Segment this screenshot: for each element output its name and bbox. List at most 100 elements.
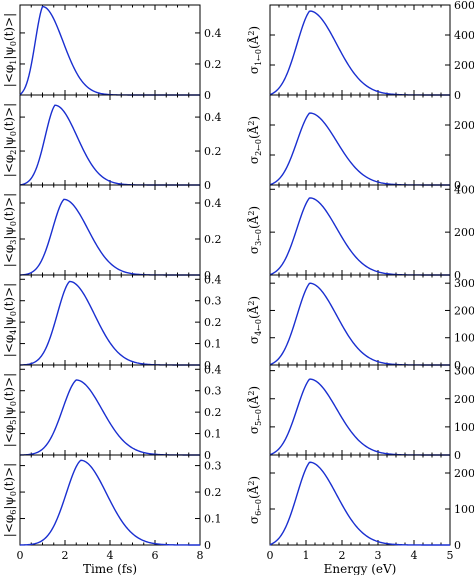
y-label-main: |<φ xyxy=(2,65,16,88)
y-label-sub: 6 xyxy=(9,510,18,515)
right-panel-1: 0 200 400 600 σ1←0(Å2) xyxy=(246,0,474,102)
y-label-tail: (Å xyxy=(246,395,261,409)
x-tick-label: 5 xyxy=(447,549,454,562)
y-tick-label: 0.2 xyxy=(204,145,222,158)
y-label-tail: (t)>| xyxy=(2,463,16,491)
y-label-close: ) xyxy=(247,296,261,301)
y-label-tail: (Å xyxy=(246,215,261,229)
right-series-line-1 xyxy=(269,10,450,96)
x-tick-label: 2 xyxy=(339,549,346,562)
y-tick-label: 0 xyxy=(204,359,211,372)
y-label-sub: 1←0 xyxy=(254,49,263,66)
y-tick-label: 300 xyxy=(454,277,474,290)
y-label-tail: (t)>| xyxy=(2,193,16,221)
y-tick-label: 0.4 xyxy=(204,273,222,286)
y-label-tail: (Å xyxy=(246,485,261,499)
y-tick-label: 100 xyxy=(454,421,474,434)
y-label-sub2: 0 xyxy=(9,131,18,136)
y-axis-label: |<φ6|ψ0(t)>| xyxy=(2,463,18,537)
y-label-sub2: 0 xyxy=(9,311,18,316)
y-label-sub: 5←0 xyxy=(254,409,263,426)
y-label-main: |<φ xyxy=(2,245,16,268)
x-tick-label: 6 xyxy=(152,549,159,562)
y-tick-label: 0.1 xyxy=(204,513,222,526)
y-tick-label: 200 xyxy=(454,304,474,317)
left-series-line-5 xyxy=(19,379,200,456)
y-tick-label: 0 xyxy=(454,269,461,282)
y-label-sub: 3←0 xyxy=(254,229,263,246)
left-series-line-4 xyxy=(19,280,200,366)
y-tick-label: 600 xyxy=(454,0,474,12)
y-label-sub2: 0 xyxy=(9,221,18,226)
left-panel-4: 00.10.20.30.4|<φ4|ψ0(t)>| xyxy=(2,273,222,372)
panel-frame xyxy=(269,4,451,96)
left-panel-6: 00.10.20.3|<φ6|ψ0(t)>| xyxy=(2,454,222,552)
y-tick-label: 0.3 xyxy=(204,460,222,473)
y-tick-label: 0.2 xyxy=(204,233,222,246)
y-axis-label: |<φ5|ψ0(t)>| xyxy=(2,373,18,447)
y-label-main: |<φ xyxy=(2,335,16,358)
y-label-main: σ xyxy=(247,66,261,74)
y-axis-label: |<φ2|ψ0(t)>| xyxy=(2,103,18,177)
y-label-main: |<φ xyxy=(2,425,16,448)
y-tick-label: 0.4 xyxy=(204,111,222,124)
y-axis-label: σ3←0(Å2) xyxy=(246,206,263,254)
y-label-sub: 6←0 xyxy=(254,499,263,516)
y-tick-label: 0.2 xyxy=(204,316,222,329)
y-tick-label: 0.4 xyxy=(204,197,222,210)
y-label-mid: |ψ xyxy=(2,316,16,329)
y-label-close: ) xyxy=(247,116,261,121)
y-label-sup: 2 xyxy=(247,121,256,126)
right-series-line-2 xyxy=(269,112,450,186)
right-series-line-5 xyxy=(269,378,450,456)
y-label-sub: 5 xyxy=(9,420,18,425)
y-tick-label: 200 xyxy=(454,467,474,480)
y-tick-label: 0 xyxy=(454,449,461,462)
y-axis-label: σ4←0(Å2) xyxy=(246,296,263,344)
y-tick-label: 0.1 xyxy=(204,338,222,351)
left-panel-1: 00.20.4|<φ1|ψ0(t)>| xyxy=(2,4,222,102)
y-tick-label: 200 xyxy=(454,119,474,132)
y-label-sup: 2 xyxy=(247,301,256,306)
y-axis-label: σ6←0(Å2) xyxy=(246,476,263,524)
y-label-mid: |ψ xyxy=(2,406,16,419)
panel-frame xyxy=(19,364,201,456)
y-label-sub: 2 xyxy=(9,150,18,155)
y-label-sup: 2 xyxy=(247,391,256,396)
x-tick-label: 0 xyxy=(267,549,274,562)
panel-frame xyxy=(19,4,201,96)
y-tick-label: 200 xyxy=(454,393,474,406)
y-axis-label: σ5←0(Å2) xyxy=(246,386,263,434)
y-label-sup: 2 xyxy=(247,31,256,36)
y-label-tail: (t)>| xyxy=(2,283,16,311)
right-panel-5: 0 100 200 300 σ5←0(Å2) xyxy=(246,364,474,462)
y-label-tail: (Å xyxy=(246,35,261,49)
y-label-tail: (Å xyxy=(246,125,261,139)
y-label-sub: 3 xyxy=(9,240,18,245)
y-label-main: σ xyxy=(247,156,261,164)
y-tick-label: 0.3 xyxy=(204,385,222,398)
right-column: 0200400600σ1←0(Å2)0200σ2←0(Å2)0200400σ3←… xyxy=(246,0,474,575)
y-tick-label: 0 xyxy=(204,89,211,102)
y-tick-label: 100 xyxy=(454,332,474,345)
y-label-tail: (t)>| xyxy=(2,13,16,41)
y-label-tail: (t)>| xyxy=(2,373,16,401)
y-tick-label: 0 xyxy=(204,179,211,192)
x-tick-label: 4 xyxy=(107,549,114,562)
y-axis-label: |<φ3|ψ0(t)>| xyxy=(2,193,18,267)
y-tick-label: 0.2 xyxy=(204,406,222,419)
y-tick-label: 0.4 xyxy=(204,363,222,376)
y-label-close: ) xyxy=(247,206,261,211)
left-series-line-3 xyxy=(19,198,200,276)
y-label-sub: 1 xyxy=(9,60,18,65)
y-tick-label: 0.1 xyxy=(204,428,222,441)
y-label-sub2: 0 xyxy=(9,491,18,496)
y-axis-label: σ1←0(Å2) xyxy=(246,26,263,74)
left-column: 00.20.4|<φ1|ψ0(t)>|00.20.4|<φ2|ψ0(t)>|00… xyxy=(2,4,222,575)
y-tick-label: 0 xyxy=(454,179,461,192)
y-label-sub2: 0 xyxy=(9,401,18,406)
y-label-close: ) xyxy=(247,26,261,31)
x-tick-label: 3 xyxy=(375,549,382,562)
